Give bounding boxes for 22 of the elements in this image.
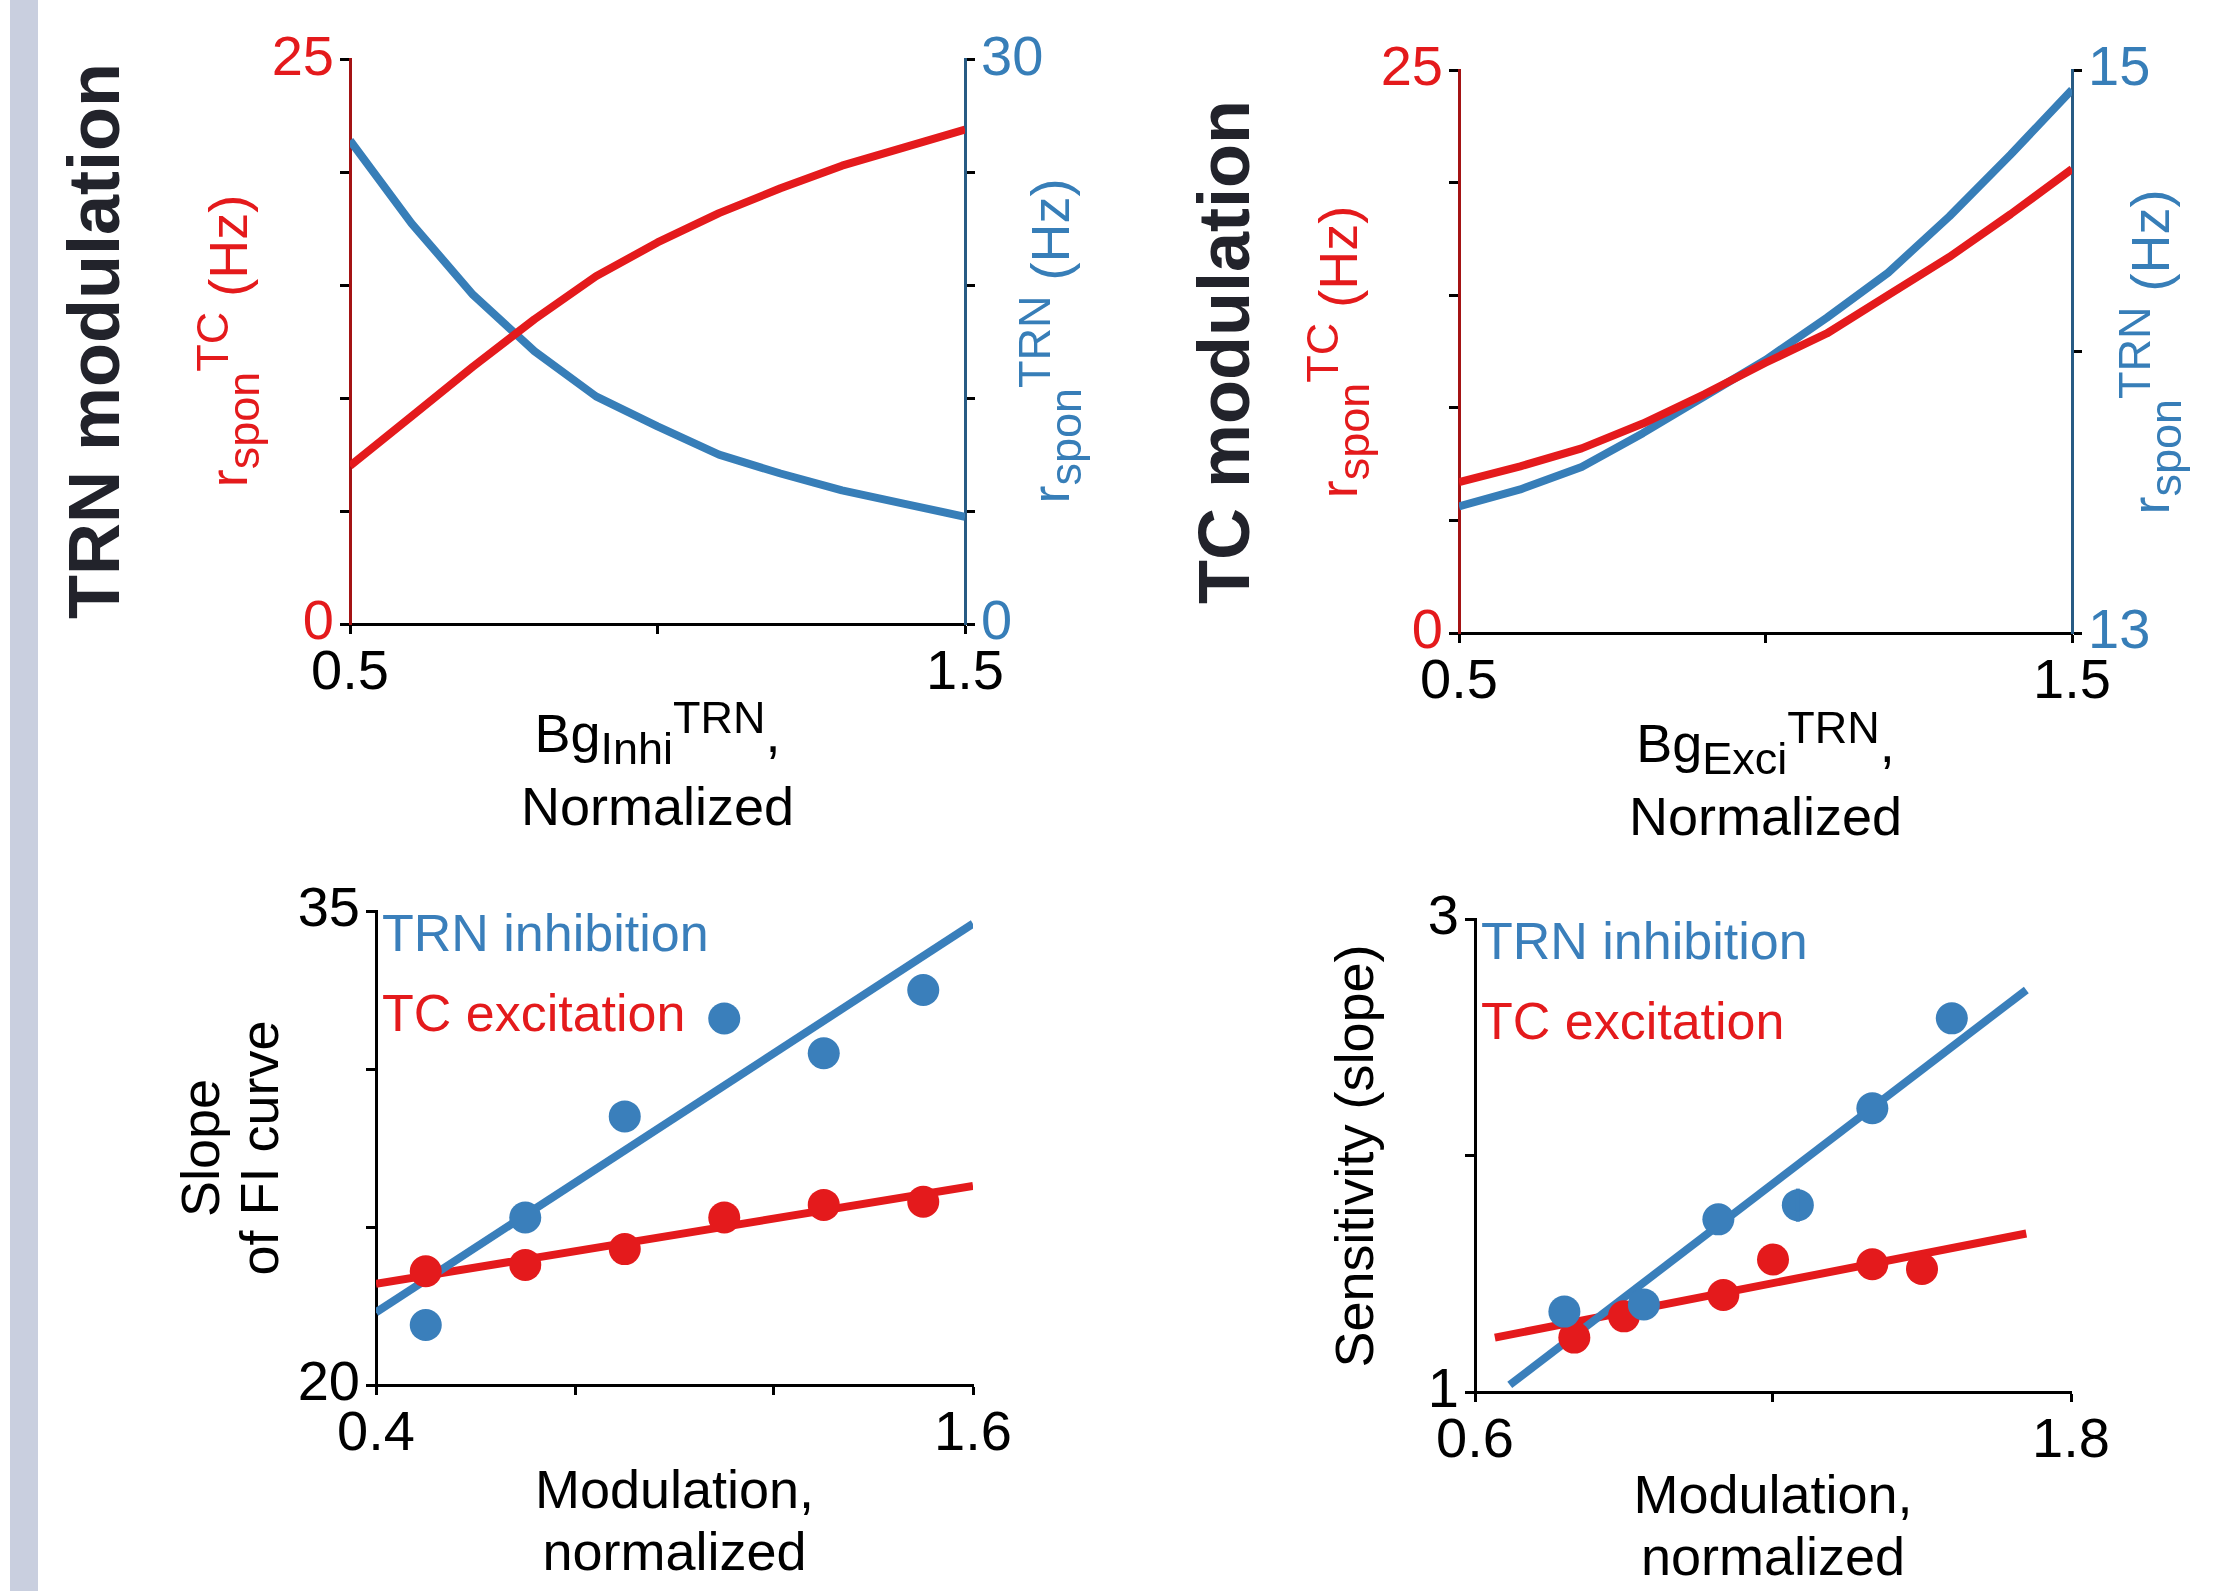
text: TRN modulation <box>54 63 135 619</box>
x-tick-label: 1.8 <box>2032 1406 2110 1470</box>
x-axis-title: Modulation, normalized <box>534 1458 815 1583</box>
x-tick-label: 0.6 <box>1436 1406 1514 1470</box>
x-axis-title: Bg$_{Inhi}$$^{TRN}$, Normalized <box>520 692 795 837</box>
series-label: TRN inhibition <box>382 903 709 964</box>
text: TC excitation <box>1481 991 1786 1052</box>
y-tick-label: 35 <box>297 875 360 939</box>
text: TC excitation <box>382 983 687 1044</box>
x-axis-title: Bg$_{Exci}$$^{TRN}$, Normalized <box>1628 702 1903 847</box>
y-tick-label: 25 <box>271 24 334 88</box>
text: TRN inhibition <box>1481 911 1808 972</box>
y-axis-title: Slope of FI curve <box>169 1020 290 1276</box>
y2-tick-label: 15 <box>2088 34 2151 98</box>
y-tick-label: 3 <box>1427 883 1459 947</box>
y2-tick-label: 30 <box>981 24 1044 88</box>
x-tick-label: 1.6 <box>934 1399 1012 1463</box>
y-tick-label: 25 <box>1380 34 1443 98</box>
text: TC modulation <box>1184 99 1265 604</box>
y-axis-title: Sensitivity (slope) <box>1324 943 1385 1368</box>
y2-tick-label: 0 <box>981 588 1013 652</box>
x-axis-title: Modulation, normalized <box>1633 1463 1913 1588</box>
